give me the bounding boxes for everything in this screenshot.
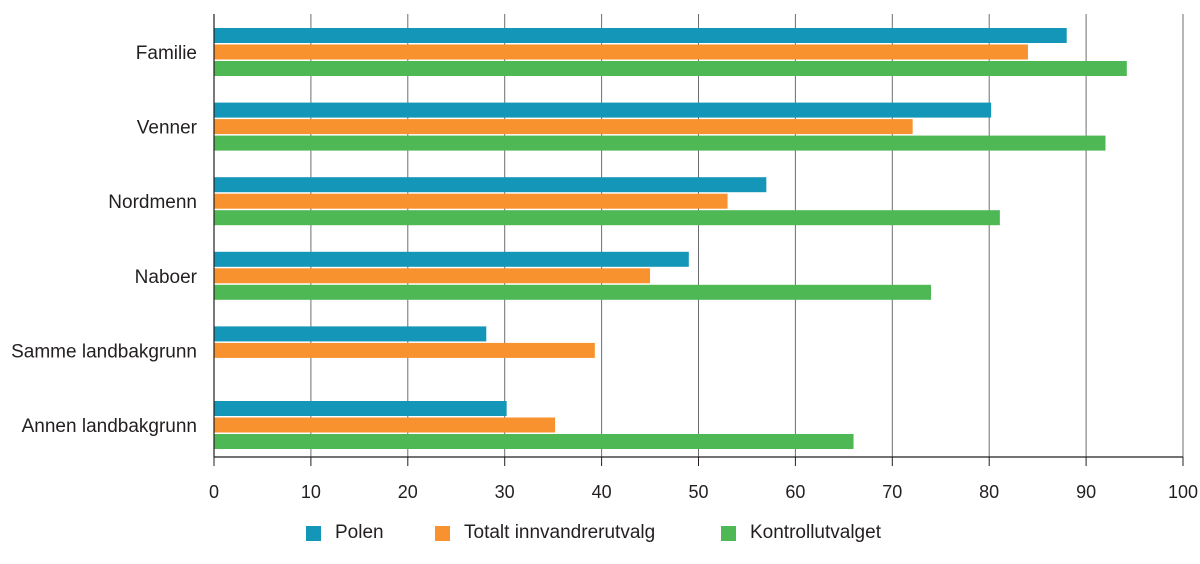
legend-item-totalt-innvandrerutvalg: Totalt innvandrerutvalg: [435, 522, 655, 544]
axes: [213, 14, 1184, 466]
x-tick-label-100: 100: [1168, 482, 1198, 502]
legend-label-kontrollutvalget: Kontrollutvalget: [750, 522, 881, 543]
bar-totalt-innvandrerutvalg-samme-landbakgrunn: [214, 342, 595, 358]
bar-totalt-innvandrerutvalg-annen-landbakgrunn: [214, 417, 556, 433]
x-tick-label-10: 10: [301, 482, 321, 502]
legend-swatch-polen: [306, 525, 321, 541]
bar-kontrollutvalget-venner: [214, 135, 1106, 151]
x-tick-label-50: 50: [688, 482, 708, 502]
x-tick-label-0: 0: [209, 482, 219, 502]
x-tick-label-20: 20: [398, 482, 418, 502]
category-label-naboer: Naboer: [135, 267, 198, 288]
category-label-venner: Venner: [137, 118, 198, 139]
bar-polen-nordmenn: [214, 177, 767, 193]
bar-totalt-innvandrerutvalg-familie: [214, 44, 1028, 60]
bar-polen-naboer: [214, 251, 689, 267]
bar-chart: 0 10 20 30 40 50 60 70 80 90 100 Familie Venner Nordm…: [11, 14, 1198, 502]
category-label-familie: Familie: [136, 43, 197, 64]
bar-kontrollutvalget-naboer: [214, 284, 932, 300]
legend-item-polen: Polen: [306, 522, 384, 544]
labels: 0 10 20 30 40 50 60 70 80 90 100 Familie Venner Nordm…: [11, 43, 1198, 502]
bar-polen-samme-landbakgrunn: [214, 326, 487, 342]
category-label-nordmenn: Nordmenn: [108, 192, 197, 213]
legend-swatch-totalt-innvandrerutvalg: [435, 525, 450, 541]
x-tick-label-30: 30: [495, 482, 515, 502]
bars: [214, 28, 1127, 449]
grid-lines: [310, 14, 1184, 457]
category-label-annen-landbakgrunn: Annen landbakgrunn: [22, 416, 197, 437]
legend-item-kontrollutvalget: Kontrollutvalget: [721, 522, 881, 544]
x-tick-label-40: 40: [592, 482, 612, 502]
legend-label-totalt-innvandrerutvalg: Totalt innvandrerutvalg: [464, 522, 656, 543]
x-tick-label-70: 70: [882, 482, 902, 502]
bar-polen-venner: [214, 102, 992, 118]
bar-kontrollutvalget-annen-landbakgrunn: [214, 434, 854, 449]
bar-polen-annen-landbakgrunn: [214, 401, 507, 416]
legend: Polen Totalt innvandrerutvalg Kontrollut…: [0, 522, 1200, 552]
category-label-samme-landbakgrunn: Samme landbakgrunn: [11, 341, 197, 362]
bar-polen-familie: [214, 28, 1067, 43]
x-tick-label-60: 60: [785, 482, 805, 502]
x-tick-label-90: 90: [1076, 482, 1096, 502]
bar-totalt-innvandrerutvalg-nordmenn: [214, 193, 728, 209]
legend-label-polen: Polen: [335, 522, 384, 543]
bar-totalt-innvandrerutvalg-venner: [214, 119, 913, 135]
x-tick-label-80: 80: [979, 482, 999, 502]
legend-swatch-kontrollutvalget: [721, 525, 736, 541]
bar-totalt-innvandrerutvalg-naboer: [214, 268, 651, 284]
bar-kontrollutvalget-nordmenn: [214, 210, 1000, 226]
bar-kontrollutvalget-familie: [214, 61, 1127, 76]
